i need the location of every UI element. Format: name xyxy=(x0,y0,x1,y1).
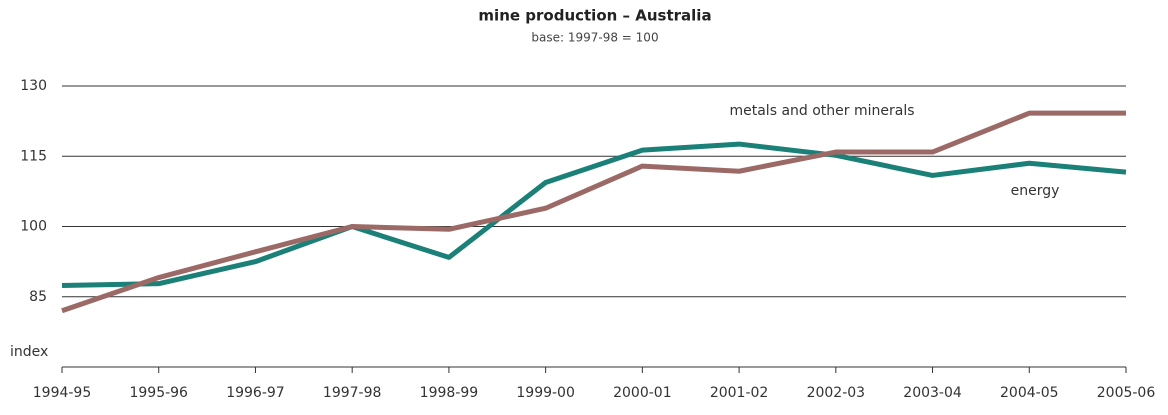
line-series xyxy=(61,141,1127,289)
x-tick-label: 1994-95 xyxy=(33,385,92,401)
x-tick-label: 2003-04 xyxy=(903,385,962,401)
x-tick-label: 1997-98 xyxy=(323,385,382,401)
chart-subtitle: base: 1997-98 = 100 xyxy=(531,31,658,45)
y-tick-label: 85 xyxy=(29,289,47,305)
chart-title: mine production – Australia xyxy=(478,7,711,25)
y-tick-label: 100 xyxy=(20,219,47,235)
x-tick-label: 1995-96 xyxy=(129,385,188,401)
y-tick-label: 130 xyxy=(20,78,47,94)
series-label: energy xyxy=(1011,183,1060,199)
x-tick-label: 1996-97 xyxy=(226,385,285,401)
line-series xyxy=(61,110,1126,314)
x-tick-label: 1999-00 xyxy=(516,385,575,401)
y-axis-label: index xyxy=(10,344,48,360)
x-tick-label: 2005-06 xyxy=(1097,385,1156,401)
x-tick-label: 2004-05 xyxy=(1000,385,1059,401)
series-label: metals and other minerals xyxy=(729,103,914,119)
x-tick-label: 2001-02 xyxy=(710,385,769,401)
x-tick-label: 1998-99 xyxy=(420,385,479,401)
x-tick-label: 2000-01 xyxy=(613,385,672,401)
x-tick-label: 2002-03 xyxy=(807,385,866,401)
y-tick-label: 115 xyxy=(20,148,47,164)
